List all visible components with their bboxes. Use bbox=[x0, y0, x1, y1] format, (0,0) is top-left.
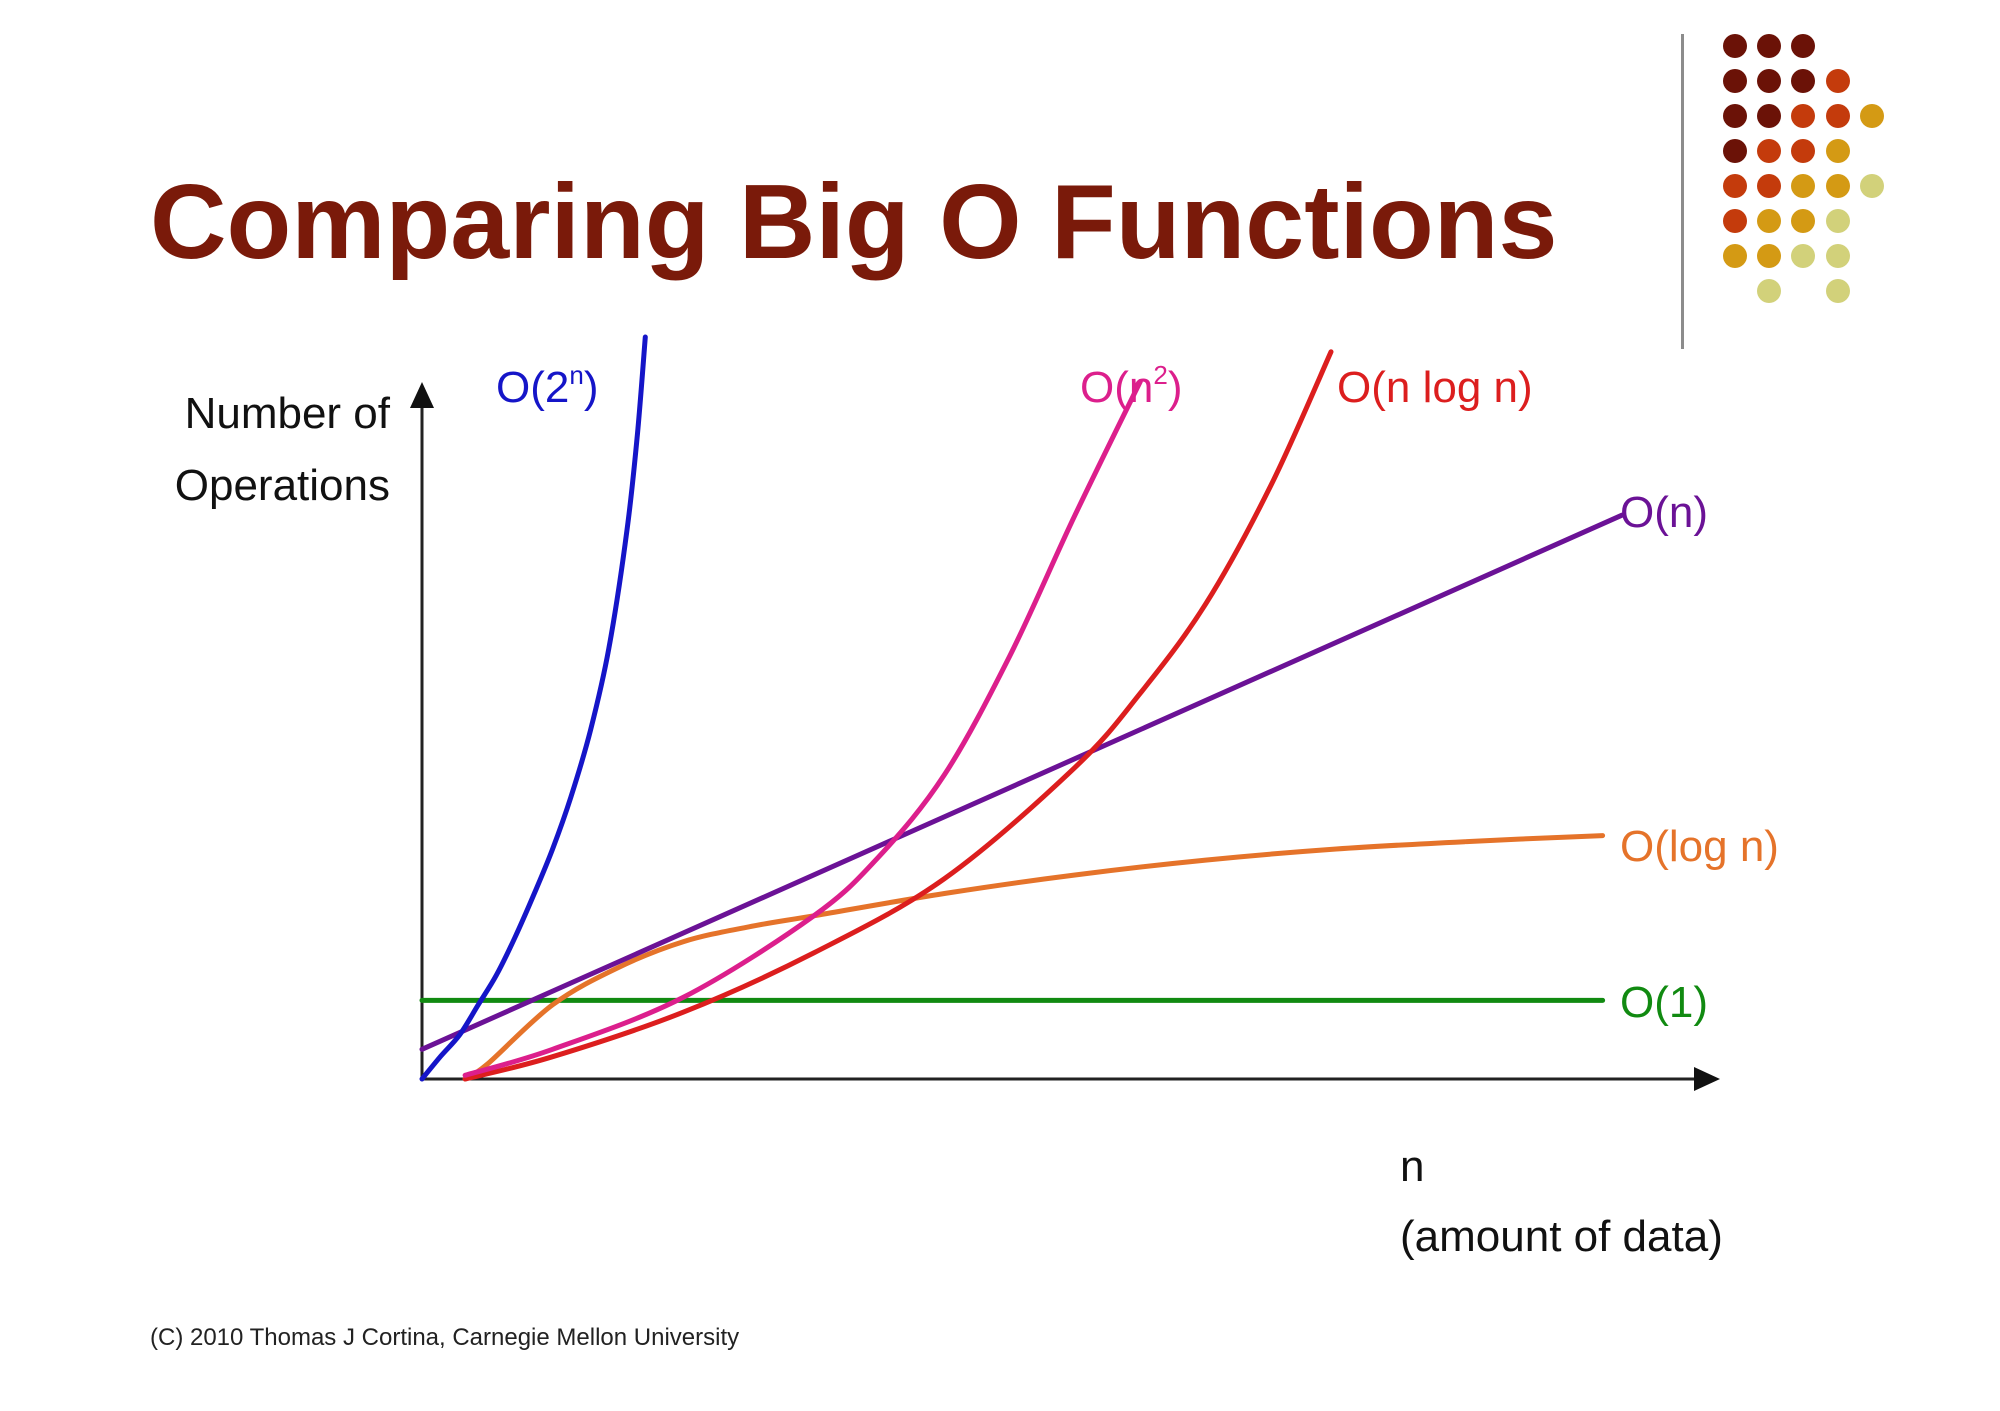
y-axis-label-line-1: Number of bbox=[184, 389, 390, 438]
y-axis-arrow bbox=[410, 382, 434, 408]
series-line-o-n-2 bbox=[462, 379, 1143, 1078]
vertical-divider bbox=[1681, 34, 1684, 349]
series-label-o-1: O(1) bbox=[1620, 978, 1708, 1027]
y-axis-label-line-2: Operations bbox=[174, 461, 390, 510]
x-axis-label: n (amount of data) bbox=[1400, 1132, 1723, 1272]
series-label-o-n-log-n: O(n log n) bbox=[1337, 363, 1533, 412]
series-label-o-2-pow-n: O(2n) bbox=[496, 360, 599, 412]
x-axis-label-line-1: n bbox=[1400, 1142, 1425, 1191]
y-axis-label: Number of Operations bbox=[140, 378, 390, 522]
series-line-o-2-n bbox=[419, 334, 648, 1082]
series-layer bbox=[419, 334, 1625, 1082]
slide-title: Comparing Big O Functions bbox=[150, 163, 1558, 281]
series-label-o-log-n: O(log n) bbox=[1620, 822, 1779, 871]
series-label-o-n: O(n) bbox=[1620, 488, 1708, 537]
x-axis-arrow bbox=[1694, 1067, 1720, 1091]
series-label-o-n-squared: O(n2) bbox=[1080, 360, 1183, 412]
series-line-o-n bbox=[419, 512, 1625, 1052]
chart-axes bbox=[410, 382, 1720, 1091]
copyright-footer: (C) 2010 Thomas J Cortina, Carnegie Mell… bbox=[150, 1324, 740, 1351]
series-line-o-log-n bbox=[462, 833, 1606, 1082]
series-line-o-n-log-n bbox=[462, 349, 1334, 1082]
x-axis-label-line-2: (amount of data) bbox=[1400, 1212, 1723, 1261]
